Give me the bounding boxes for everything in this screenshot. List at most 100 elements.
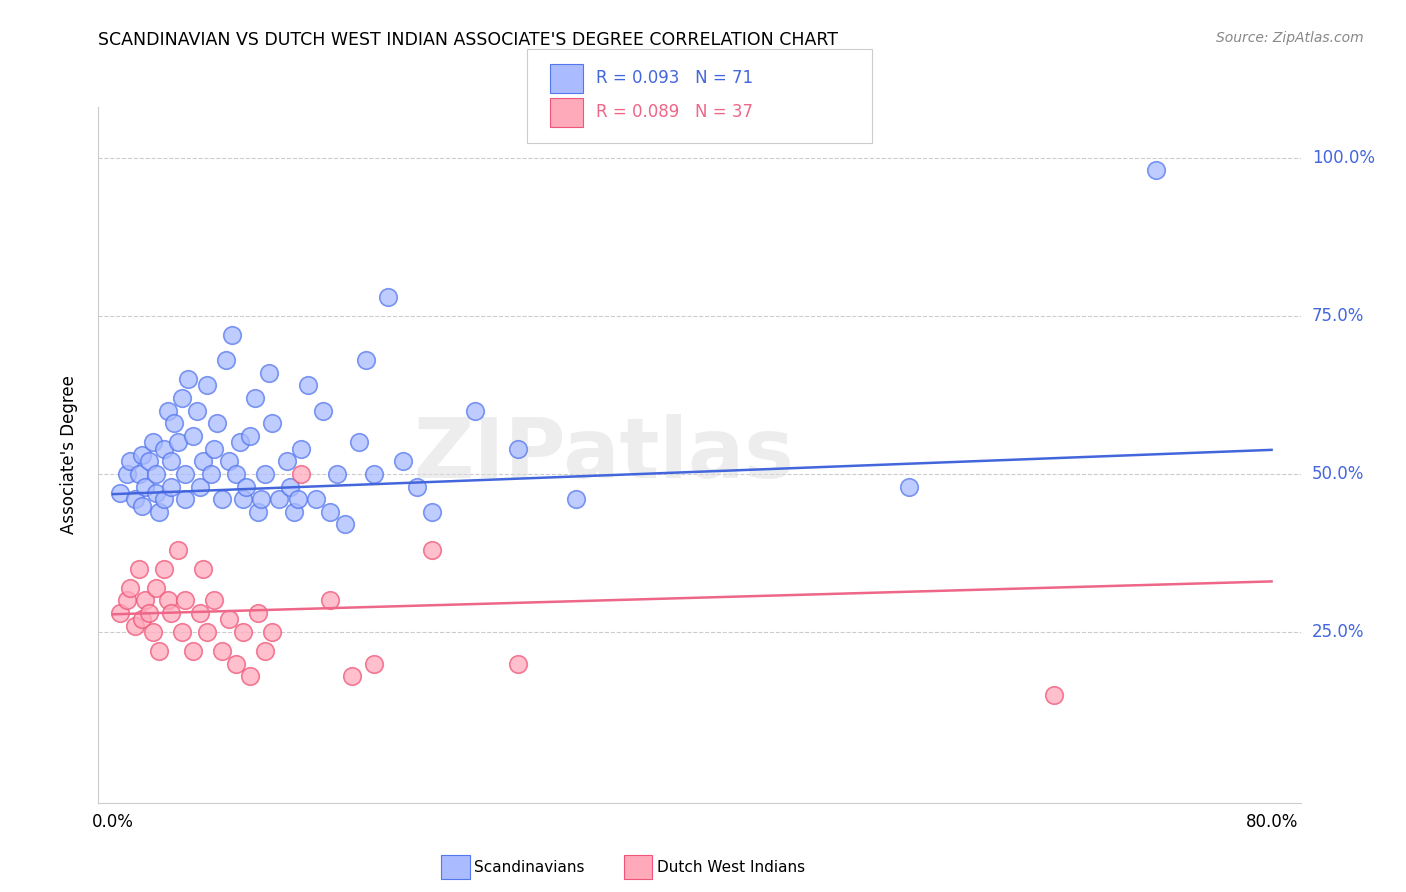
Point — [120, 454, 142, 468]
Text: ZIPatlas: ZIPatlas — [413, 415, 794, 495]
Text: R = 0.093   N = 71: R = 0.093 N = 71 — [596, 70, 754, 87]
Point — [356, 353, 378, 368]
Point — [186, 403, 208, 417]
Point — [249, 492, 271, 507]
Point — [319, 593, 342, 607]
Point — [128, 562, 150, 576]
Point — [221, 327, 243, 342]
Point — [120, 581, 142, 595]
Point — [232, 625, 254, 640]
Point — [259, 366, 281, 380]
Point — [191, 454, 214, 468]
Point — [188, 606, 211, 620]
Point — [134, 479, 156, 493]
Point — [145, 486, 167, 500]
Point — [391, 454, 413, 468]
Point — [253, 644, 276, 658]
Point — [163, 417, 186, 431]
Point — [202, 593, 225, 607]
Point — [160, 606, 183, 620]
Point — [108, 606, 131, 620]
Point — [202, 442, 225, 456]
Point — [287, 492, 309, 507]
Text: R = 0.089   N = 37: R = 0.089 N = 37 — [596, 103, 754, 121]
Point — [211, 492, 233, 507]
Point — [420, 505, 443, 519]
Point — [262, 417, 284, 431]
Text: Scandinavians: Scandinavians — [474, 860, 585, 874]
Point — [117, 467, 139, 481]
Point — [305, 492, 328, 507]
Point — [239, 429, 262, 443]
Point — [319, 505, 342, 519]
Point — [152, 492, 174, 507]
Point — [181, 644, 204, 658]
Point — [508, 657, 530, 671]
Point — [312, 403, 335, 417]
Point — [377, 290, 399, 304]
Point — [297, 378, 319, 392]
Point — [108, 486, 131, 500]
Point — [134, 593, 156, 607]
Point — [218, 612, 240, 626]
Point — [148, 505, 170, 519]
Text: 100.0%: 100.0% — [1312, 149, 1375, 167]
Point — [464, 403, 486, 417]
Point — [195, 625, 218, 640]
Point — [167, 435, 190, 450]
Point — [290, 442, 312, 456]
Point — [225, 657, 247, 671]
Point — [200, 467, 222, 481]
Point — [188, 479, 211, 493]
Point — [174, 492, 197, 507]
Point — [898, 479, 921, 493]
Point — [218, 454, 240, 468]
Point — [229, 435, 252, 450]
Point — [283, 505, 305, 519]
Point — [177, 372, 200, 386]
Point — [215, 353, 238, 368]
Text: 75.0%: 75.0% — [1312, 307, 1364, 325]
Point — [131, 448, 153, 462]
Point — [152, 562, 174, 576]
Point — [565, 492, 588, 507]
Text: Dutch West Indians: Dutch West Indians — [657, 860, 804, 874]
Point — [167, 542, 190, 557]
Point — [508, 442, 530, 456]
Point — [253, 467, 276, 481]
Point — [131, 612, 153, 626]
Point — [406, 479, 429, 493]
Point — [174, 593, 197, 607]
Point — [131, 499, 153, 513]
Point — [172, 391, 194, 405]
Point — [243, 391, 266, 405]
Point — [246, 505, 269, 519]
Point — [145, 581, 167, 595]
Text: 50.0%: 50.0% — [1312, 465, 1364, 483]
Point — [420, 542, 443, 557]
Point — [205, 417, 228, 431]
Point — [340, 669, 363, 683]
Y-axis label: Associate's Degree: Associate's Degree — [59, 376, 77, 534]
Point — [246, 606, 269, 620]
Point — [1144, 163, 1167, 178]
Point — [232, 492, 254, 507]
Text: 25.0%: 25.0% — [1312, 623, 1364, 641]
Point — [152, 442, 174, 456]
Point — [347, 435, 370, 450]
Point — [1043, 688, 1066, 702]
Point — [172, 625, 194, 640]
Point — [290, 467, 312, 481]
Point — [333, 517, 356, 532]
Point — [124, 492, 146, 507]
Point — [239, 669, 262, 683]
Point — [269, 492, 291, 507]
Point — [195, 378, 218, 392]
Point — [160, 479, 183, 493]
Point — [156, 403, 179, 417]
Point — [142, 435, 165, 450]
Point — [117, 593, 139, 607]
Point — [276, 454, 298, 468]
Point — [191, 562, 214, 576]
Text: Source: ZipAtlas.com: Source: ZipAtlas.com — [1216, 31, 1364, 45]
